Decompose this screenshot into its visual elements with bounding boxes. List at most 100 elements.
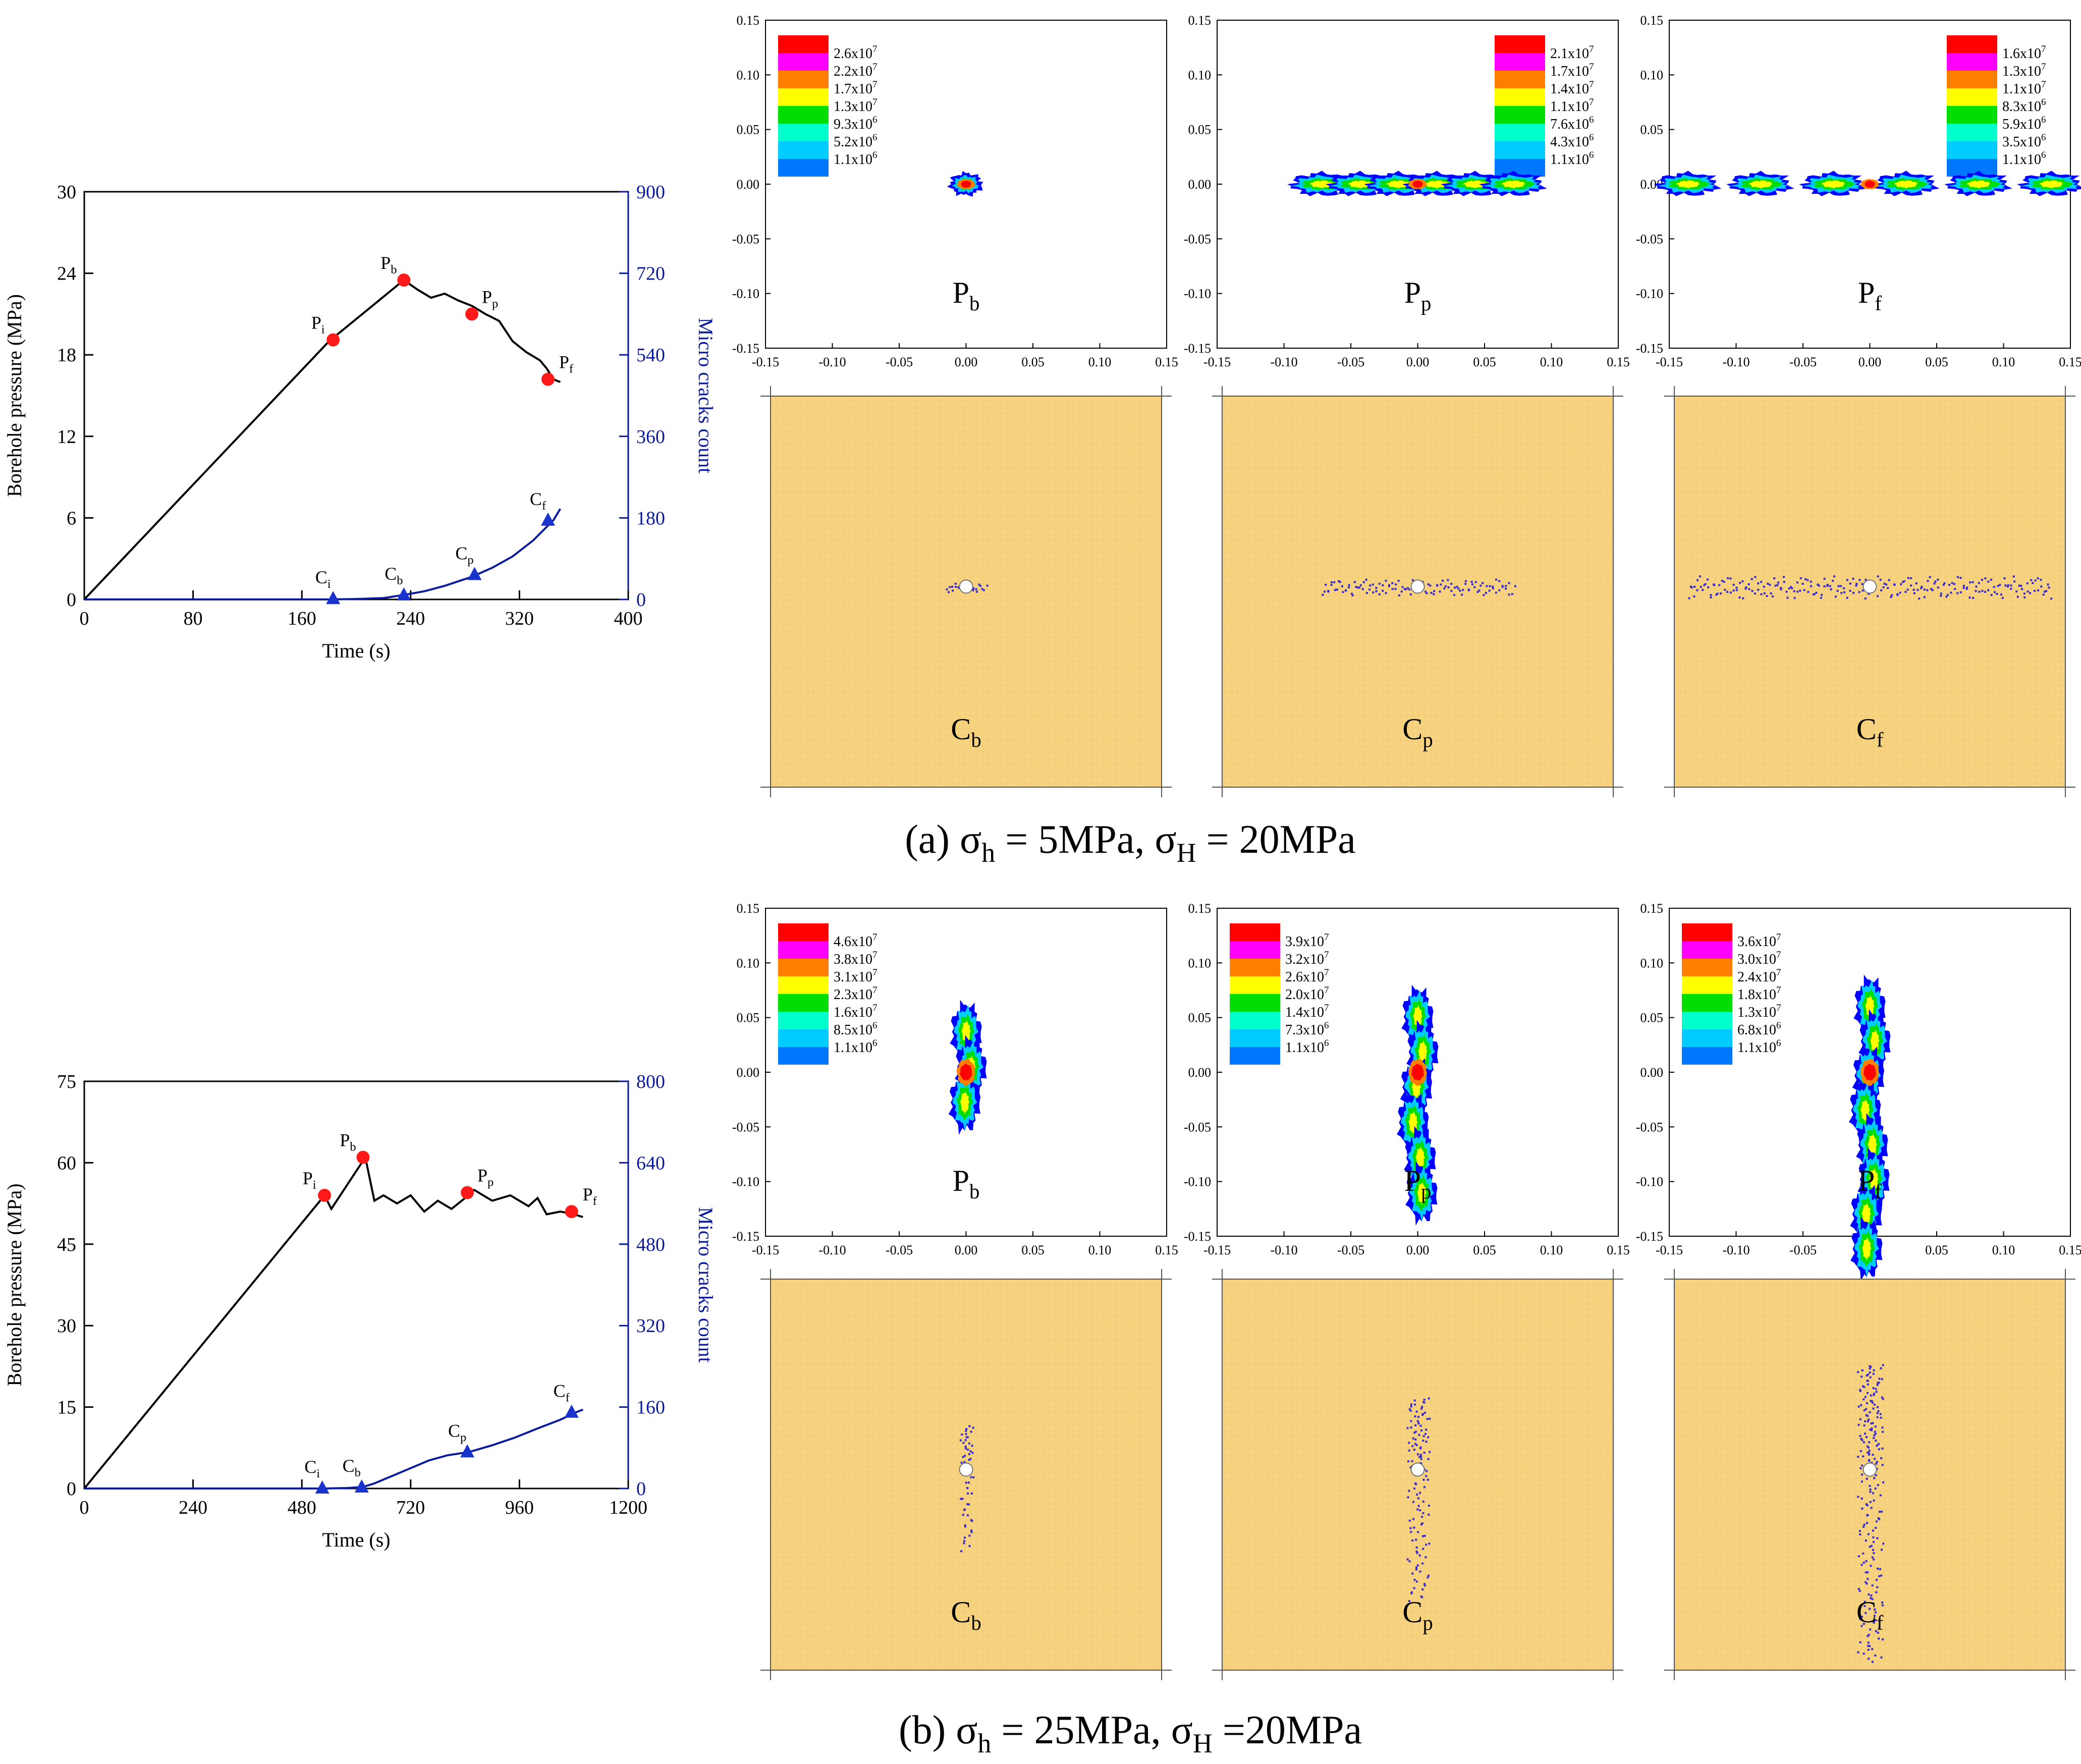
crack-dot xyxy=(1342,591,1344,593)
contour-y-tick-label: 0.00 xyxy=(737,177,760,192)
x-tick-label: 320 xyxy=(505,608,534,629)
crack-dot xyxy=(1488,589,1491,592)
crack-dot xyxy=(967,1503,970,1506)
crack-marker-label-f: Cf xyxy=(554,1381,570,1405)
crack-dot xyxy=(1327,590,1330,593)
crack-dot xyxy=(1869,1628,1872,1631)
crack-dot xyxy=(1699,575,1701,578)
crack-dot xyxy=(968,1453,970,1455)
crack-dot xyxy=(1943,582,1946,585)
crack-dot xyxy=(1715,593,1718,596)
crack-dot xyxy=(1410,1405,1412,1408)
contour-x-tick-label: 0.15 xyxy=(1155,355,1178,369)
crack-dot xyxy=(1858,1590,1861,1592)
crack-dot xyxy=(1416,1453,1419,1456)
crack-dot xyxy=(1880,1656,1883,1659)
legend-swatch xyxy=(1947,53,1997,71)
crack-dot xyxy=(1429,584,1432,587)
legend-swatch xyxy=(778,976,829,994)
legend-swatch xyxy=(1682,1047,1732,1065)
crack-dot xyxy=(1879,1494,1882,1497)
crack-dot xyxy=(1867,1373,1870,1376)
crack-dot xyxy=(1872,1422,1874,1424)
contour-blob xyxy=(1309,180,1334,189)
crack-dot xyxy=(1414,1403,1416,1406)
crack-dot xyxy=(1871,1427,1873,1429)
pressure-field xyxy=(1849,974,1891,1281)
crack-dot xyxy=(959,1439,962,1442)
crack-dot xyxy=(1815,591,1818,594)
crack-dot xyxy=(1863,1652,1865,1655)
borehole xyxy=(1863,579,1877,594)
crack-dot xyxy=(1990,578,1993,581)
crack-dot xyxy=(1878,1575,1881,1577)
contour-x-tick-label: -0.05 xyxy=(1337,1243,1364,1257)
crack-dot xyxy=(972,587,975,589)
crack-dot xyxy=(1873,1499,1875,1502)
crack-dot xyxy=(1867,1578,1869,1580)
legend-swatch xyxy=(1947,141,1997,159)
crack-dot xyxy=(1968,596,1971,599)
legend-swatch xyxy=(778,941,829,959)
crack-dot xyxy=(2010,584,2012,587)
pressure-marker-label-f: Pf xyxy=(559,352,574,376)
crack-dot xyxy=(954,582,957,585)
crack-dot xyxy=(1421,1562,1424,1565)
crack-dot xyxy=(967,1492,969,1495)
crack-dot xyxy=(1777,581,1780,584)
crack-dot xyxy=(1869,1367,1871,1370)
crack-dot xyxy=(1372,583,1374,586)
crack-dot xyxy=(1427,1576,1429,1579)
crack-dot xyxy=(966,1436,969,1439)
crack-dot xyxy=(1846,596,1848,599)
crack-dot xyxy=(1873,1552,1875,1555)
crack-dot xyxy=(1464,583,1467,585)
crack-dot xyxy=(1836,590,1839,592)
crack-dot xyxy=(2016,595,2019,598)
crack-dot xyxy=(1457,587,1460,590)
crack-dot xyxy=(1865,1581,1867,1583)
crack-dot xyxy=(1744,587,1747,590)
contour-y-tick-label: -0.10 xyxy=(732,287,759,301)
crack-dot xyxy=(1729,577,1732,580)
crack-dot xyxy=(965,1436,968,1439)
legend-swatch xyxy=(1682,959,1732,976)
crack-dot xyxy=(1860,1438,1863,1440)
contour-blob xyxy=(1412,180,1423,188)
crack-dot xyxy=(1871,1400,1873,1403)
crack-dot xyxy=(1904,591,1907,593)
crack-dot xyxy=(971,1445,973,1447)
crack-dot xyxy=(1492,585,1494,588)
crack-dot xyxy=(1874,1432,1877,1435)
crack-dot xyxy=(1906,588,1909,591)
crack-dot xyxy=(962,1514,964,1516)
legend-swatch xyxy=(778,106,829,124)
crack-dot xyxy=(1355,586,1357,588)
crack-dot xyxy=(1861,1507,1864,1510)
crack-dot xyxy=(1696,579,1699,581)
crack-dot xyxy=(1937,578,1939,581)
crack-dot xyxy=(1907,577,1909,579)
crack-dot xyxy=(1870,1507,1873,1509)
crack-dot xyxy=(982,589,985,591)
crack-dot xyxy=(1720,592,1722,595)
crack-dot xyxy=(1865,579,1867,581)
contour-y-tick-label: 0.00 xyxy=(1188,1065,1212,1080)
crack-dot xyxy=(1426,1470,1428,1472)
crack-dot xyxy=(1420,1595,1422,1598)
crack-dot xyxy=(1981,579,1983,581)
crack-dot xyxy=(1859,1450,1862,1452)
crack-dot xyxy=(1771,595,1774,598)
crack-dot xyxy=(1863,1525,1865,1528)
crack-dot xyxy=(1747,583,1750,585)
crack-panel-b-b: Cb xyxy=(760,1269,1172,1680)
crack-dot xyxy=(2023,596,2026,599)
crack-dot xyxy=(1869,1491,1872,1493)
crack-dot xyxy=(2027,590,2029,593)
y-left-tick-label: 0 xyxy=(67,589,76,611)
crack-marker-label-b: Cb xyxy=(385,564,403,587)
crack-dot xyxy=(1863,1623,1865,1625)
crack-dot xyxy=(1926,589,1929,591)
crack-dot xyxy=(1823,585,1826,587)
crack-dot xyxy=(1750,578,1753,580)
